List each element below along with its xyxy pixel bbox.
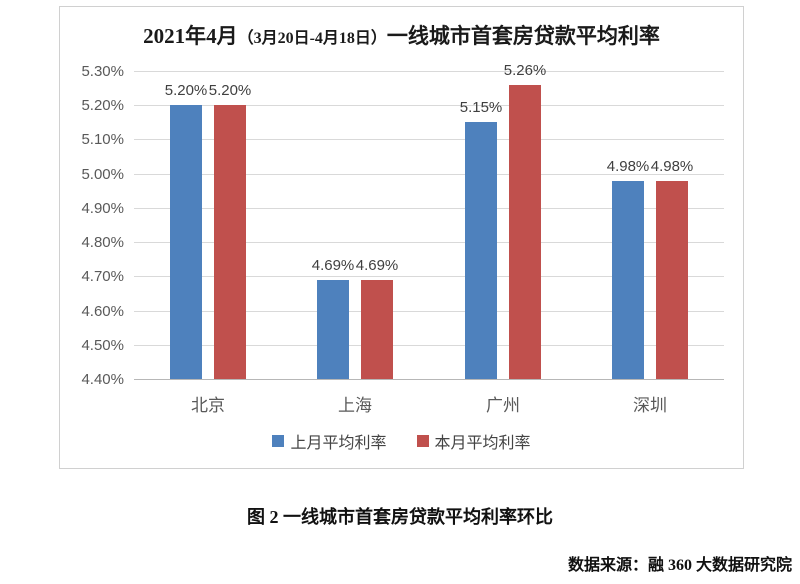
gridline	[134, 174, 724, 175]
x-category-label-0: 北京	[191, 396, 225, 415]
y-tick-label: 4.90%	[81, 200, 124, 217]
y-tick-label: 5.30%	[81, 63, 124, 80]
bar-prev-1	[317, 280, 349, 379]
chart-title-prefix: 2021年4月	[143, 24, 238, 48]
bar-prev-0	[170, 105, 202, 379]
legend-swatch-blue-icon	[272, 435, 285, 447]
gridline	[134, 105, 724, 106]
chart-title-suffix: 一线城市首套房贷款平均利率	[386, 24, 660, 48]
bar-curr-0	[214, 105, 246, 379]
bar-prev-3	[612, 181, 644, 379]
y-tick-label: 4.60%	[81, 303, 124, 320]
legend-item-prev-month: 上月平均利率	[272, 429, 387, 453]
chart-title-daterange: （3月20日-4月18日）	[237, 30, 387, 47]
gridline	[134, 208, 724, 209]
gridline	[134, 276, 724, 277]
gridline	[134, 311, 724, 312]
y-tick-label: 5.10%	[81, 131, 124, 148]
bar-value-label: 5.20%	[164, 82, 208, 99]
legend-label-curr-month: 本月平均利率	[434, 435, 531, 452]
bar-value-label: 4.98%	[606, 158, 650, 175]
bar-curr-3	[656, 181, 688, 379]
bar-value-label: 5.15%	[459, 99, 503, 116]
gridline	[134, 345, 724, 346]
gridline	[134, 71, 724, 72]
legend: 上月平均利率 本月平均利率	[60, 429, 743, 453]
legend-item-curr-month: 本月平均利率	[416, 429, 531, 453]
y-tick-label: 4.40%	[81, 371, 124, 388]
chart-title: 2021年4月（3月20日-4月18日）一线城市首套房贷款平均利率	[60, 21, 743, 54]
bar-value-label: 5.26%	[503, 62, 547, 79]
legend-swatch-red-icon	[416, 435, 429, 447]
chart-frame: 2021年4月（3月20日-4月18日）一线城市首套房贷款平均利率 4.40% 4…	[59, 6, 744, 469]
x-category-label-3: 深圳	[633, 396, 667, 415]
y-tick-label: 4.50%	[81, 337, 124, 354]
y-tick-label: 4.80%	[81, 234, 124, 251]
bar-curr-2	[509, 85, 541, 379]
source-note: 数据来源：融 360 大数据研究院	[567, 557, 792, 574]
bar-value-label: 4.69%	[311, 257, 355, 274]
y-tick-label: 5.00%	[81, 166, 124, 183]
bar-value-label: 5.20%	[208, 82, 252, 99]
bar-value-label: 4.98%	[650, 158, 694, 175]
y-tick-label: 5.20%	[81, 97, 124, 114]
figure-caption: 图 2 一线城市首套房贷款平均利率环比	[247, 507, 553, 527]
x-category-label-1: 上海	[338, 396, 372, 415]
bar-value-label: 4.69%	[355, 257, 399, 274]
bar-prev-2	[465, 122, 497, 379]
x-category-label-2: 广州	[486, 396, 520, 415]
y-tick-label: 4.70%	[81, 268, 124, 285]
plot-area: 4.40% 4.50% 4.60% 4.70% 4.80% 4.90% 5.00% 5.10%…	[81, 63, 724, 415]
legend-label-prev-month: 上月平均利率	[290, 435, 387, 452]
gridline	[134, 242, 724, 243]
gridline	[134, 139, 724, 140]
x-axis-line	[134, 379, 724, 380]
bar-curr-1	[361, 280, 393, 379]
